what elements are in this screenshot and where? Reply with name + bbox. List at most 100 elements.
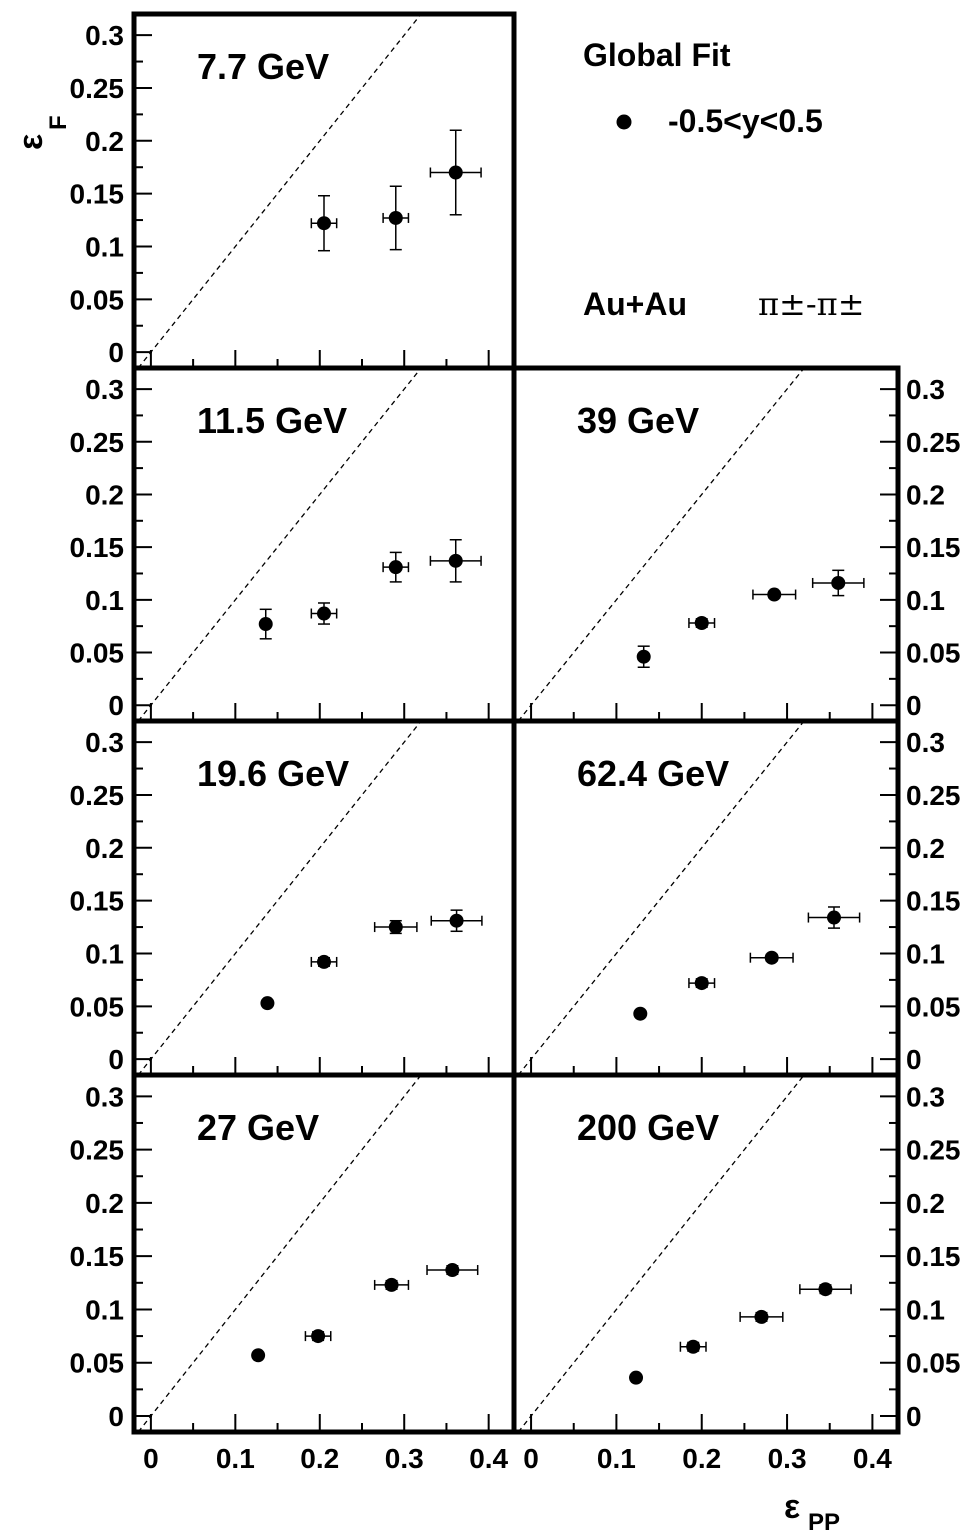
data-point <box>754 1309 769 1324</box>
legend-title: Global Fit <box>583 37 731 73</box>
data-point <box>827 910 841 925</box>
y-tick-label: 0.05 <box>906 1348 961 1379</box>
y-tick-label: 0.25 <box>70 1135 125 1166</box>
y-tick-label: 0 <box>108 337 124 368</box>
y-tick-label: 0.3 <box>906 374 945 405</box>
x-tick-label: 0.2 <box>682 1443 721 1474</box>
legend-entry-label: -0.5<y<0.5 <box>668 103 823 139</box>
panel-energy-label: 19.6 GeV <box>197 753 349 794</box>
x-tick-label: 0.1 <box>216 1443 255 1474</box>
panel-11-5-gev: 0 0.05 0.1 0.15 0.2 0.25 0.3 11.5 GeV <box>70 365 517 724</box>
data-point <box>448 165 463 180</box>
x-tick-label: 0 <box>523 1443 539 1474</box>
y-tick-label: 0.15 <box>906 1241 961 1272</box>
y-tick-label: 0.15 <box>70 886 125 917</box>
y-tick-label: 0.25 <box>906 780 961 811</box>
reference-line <box>517 368 805 721</box>
x-tick-label: 0.2 <box>300 1443 339 1474</box>
data-point <box>258 617 273 632</box>
y-axis-title-main: ε <box>12 134 50 150</box>
x-tick-label: 0.1 <box>597 1443 636 1474</box>
data-point <box>764 950 779 965</box>
y-tick-label: 0.1 <box>85 1294 124 1325</box>
panels-layer: 0 0.05 0.1 0.15 0.2 0.25 0.3 7.7 GeV 0 0.05 0.1 0.1… <box>70 11 961 1474</box>
y-tick-label: 0.05 <box>906 991 961 1022</box>
data-point <box>260 996 275 1011</box>
panel-energy-label: 7.7 GeV <box>197 46 329 87</box>
y-tick-label: 0.2 <box>85 1188 124 1219</box>
panel-27-gev: 0 0.05 0.1 0.15 0.2 0.25 0.3 0 0.1 0.2 0.3 0.4 27 Ge… <box>70 1072 517 1474</box>
data-point <box>311 1329 326 1344</box>
data-point <box>629 1370 644 1385</box>
y-axis-title-sub: F <box>45 115 72 130</box>
y-tick-label: 0.15 <box>906 532 961 563</box>
data-point <box>317 954 331 969</box>
data-point <box>694 616 709 631</box>
legend-marker <box>616 114 632 130</box>
y-tick-label: 0.2 <box>85 833 124 864</box>
data-point <box>818 1282 833 1297</box>
y-tick-label: 0.25 <box>70 427 125 458</box>
x-tick-label: 0.4 <box>469 1443 508 1474</box>
reference-line <box>137 721 422 1075</box>
data-point <box>251 1348 266 1363</box>
panel-19-6-gev: 0 0.05 0.1 0.15 0.2 0.25 0.3 19.6 GeV <box>70 718 517 1078</box>
y-tick-label: 0.2 <box>85 126 124 157</box>
reference-line <box>137 368 422 721</box>
y-tick-label: 0.25 <box>70 780 125 811</box>
x-axis-title-main: ε <box>784 1488 800 1526</box>
y-tick-label: 0.3 <box>85 1081 124 1112</box>
panel-frame <box>511 1072 901 1435</box>
panel-energy-label: 11.5 GeV <box>197 400 347 441</box>
panel-frame <box>511 365 901 724</box>
y-tick-label: 0.05 <box>70 991 125 1022</box>
y-tick-label: 0.2 <box>906 479 945 510</box>
y-tick-label: 0 <box>108 690 124 721</box>
data-point <box>388 210 403 225</box>
data-point <box>686 1339 701 1354</box>
data-point <box>831 575 846 590</box>
legend: Global Fit -0.5<y<0.5 Au+Au π±-π± <box>583 37 865 323</box>
y-tick-label: 0.2 <box>85 479 124 510</box>
y-tick-label: 0.1 <box>85 585 124 616</box>
panel-frame <box>131 1072 517 1435</box>
data-point <box>317 216 331 231</box>
y-axis-title: ε F <box>12 115 72 150</box>
data-point <box>445 1263 460 1278</box>
panel-energy-label: 200 GeV <box>577 1107 719 1148</box>
panel-39-gev: 0 0.05 0.1 0.15 0.2 0.25 0.3 39 GeV <box>511 365 961 724</box>
y-tick-label: 0.2 <box>906 1188 945 1219</box>
y-tick-label: 0 <box>906 1044 922 1075</box>
y-tick-label: 0.25 <box>906 1135 961 1166</box>
data-point <box>388 920 403 935</box>
data-point <box>317 606 331 621</box>
data-point <box>767 587 782 602</box>
y-tick-label: 0.3 <box>85 727 124 758</box>
y-tick-label: 0.15 <box>70 179 125 210</box>
y-tick-label: 0.15 <box>70 1241 125 1272</box>
x-tick-label: 0.4 <box>853 1443 892 1474</box>
panel-7-7-gev: 0 0.05 0.1 0.15 0.2 0.25 0.3 7.7 GeV <box>70 11 517 371</box>
y-tick-label: 0 <box>108 1401 124 1432</box>
data-point <box>449 913 464 928</box>
y-tick-label: 0.1 <box>85 938 124 969</box>
y-tick-label: 0.3 <box>85 20 124 51</box>
data-point <box>388 560 403 575</box>
y-tick-label: 0.05 <box>70 284 125 315</box>
panel-energy-label: 27 GeV <box>197 1107 319 1148</box>
data-point <box>633 1006 648 1021</box>
y-tick-label: 0.1 <box>85 231 124 262</box>
y-tick-label: 0.1 <box>906 1294 945 1325</box>
panel-200-gev: 0 0.05 0.1 0.15 0.2 0.25 0.3 0 0.1 0.2 0.3 0.4 200 G… <box>511 1072 961 1474</box>
y-tick-label: 0.05 <box>70 638 125 669</box>
x-axis-title: ε PP <box>784 1488 840 1535</box>
y-tick-label: 0.2 <box>906 833 945 864</box>
y-tick-label: 0.15 <box>70 532 125 563</box>
y-tick-label: 0.3 <box>85 374 124 405</box>
y-tick-label: 0.1 <box>906 938 945 969</box>
y-tick-label: 0 <box>108 1044 124 1075</box>
data-point <box>384 1277 399 1292</box>
y-tick-label: 0.3 <box>906 1081 945 1112</box>
panel-energy-label: 62.4 GeV <box>577 753 729 794</box>
